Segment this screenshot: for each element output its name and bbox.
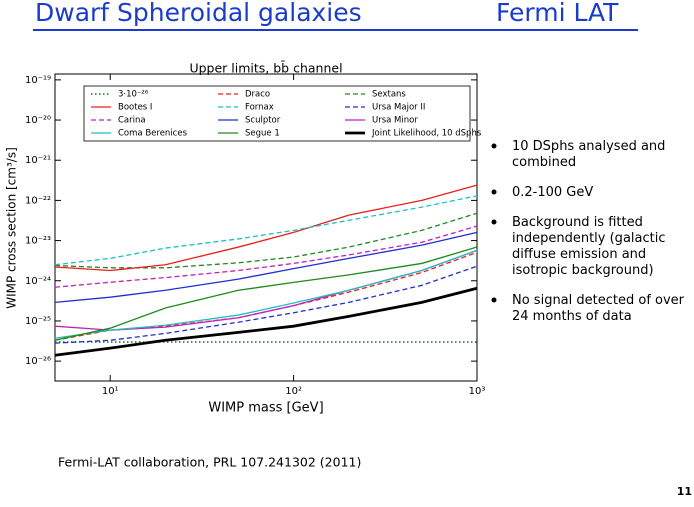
bullet-dot (491, 297, 497, 303)
series-line (54, 195, 478, 266)
series-line (54, 225, 478, 288)
bullet-dot (491, 189, 497, 195)
legend-label: Sextans (372, 90, 406, 100)
chart-title: Upper limits, bb̄ channel (189, 61, 342, 76)
plot-frame (54, 73, 478, 382)
citation: Fermi-LAT collaboration, PRL 107.241302 … (58, 455, 361, 470)
legend-label: Bootes I (118, 103, 152, 113)
series-line (54, 231, 478, 304)
legend: 3·10⁻²⁶ Draco Sextans Bootes I Fornax Ursa Ma… (83, 85, 482, 142)
bullet-text: Background is fitted independently (galac… (512, 215, 666, 278)
legend-label: Draco (245, 90, 270, 100)
series-line (54, 184, 478, 272)
y-tick-label: 10⁻²² (25, 195, 51, 206)
y-tick-label: 10⁻²¹ (25, 155, 51, 166)
slide-title: Dwarf Spheroidal galaxies (35, 0, 362, 27)
legend-label: 3·10⁻²⁶ (118, 90, 149, 100)
series-line (54, 246, 478, 341)
legend-label: Carina (118, 116, 146, 126)
x-tick-label: 10² (285, 386, 302, 397)
y-tick-label: 10⁻²³ (25, 236, 51, 247)
series-line (54, 286, 478, 357)
bullet-dot (491, 143, 497, 149)
page-number: 11 (677, 485, 692, 498)
legend-label: Segue 1 (245, 129, 280, 139)
y-tick-label: 10⁻²⁵ (25, 316, 51, 327)
legend-label: Coma Berenices (118, 129, 188, 139)
legend-label: Joint Likelihood, 10 dSphs (371, 129, 482, 139)
bullet-list: 10 DSphs analysed and combined 0.2-100 GeV… (491, 139, 685, 324)
bullet-text: 10 DSphs analysed and combined (512, 139, 665, 170)
bullet-text: 0.2-100 GeV (512, 185, 593, 200)
series-line (54, 212, 478, 269)
slide-title: Fermi LAT (496, 0, 619, 27)
x-tick-label: 10³ (469, 386, 486, 397)
y-tick-label: 10⁻²⁶ (25, 356, 51, 367)
y-tick-label: 10⁻²⁰ (25, 115, 51, 126)
y-tick-label: 10⁻¹⁹ (25, 75, 51, 86)
legend-label: Ursa Minor (372, 116, 418, 126)
bullet-text: No signal detected of over 24 months of d… (512, 293, 685, 324)
legend-box (83, 85, 471, 142)
legend-label: Sculptor (245, 116, 281, 126)
series-line (54, 265, 478, 344)
series-line (54, 249, 478, 339)
x-tick-label: 10¹ (102, 386, 119, 397)
x-axis-label: WIMP mass [GeV] (208, 401, 323, 416)
legend-label: Fornax (245, 103, 274, 113)
y-axis-label: WIMP cross section [cm³/s] (5, 147, 19, 309)
series-line (54, 249, 478, 331)
chart: Upper limits, bb̄ channel WIMP mass [GeV… (5, 61, 486, 416)
bullet-dot (491, 219, 497, 225)
y-tick-label: 10⁻²⁴ (25, 276, 51, 287)
legend-label: Ursa Major II (372, 103, 425, 113)
